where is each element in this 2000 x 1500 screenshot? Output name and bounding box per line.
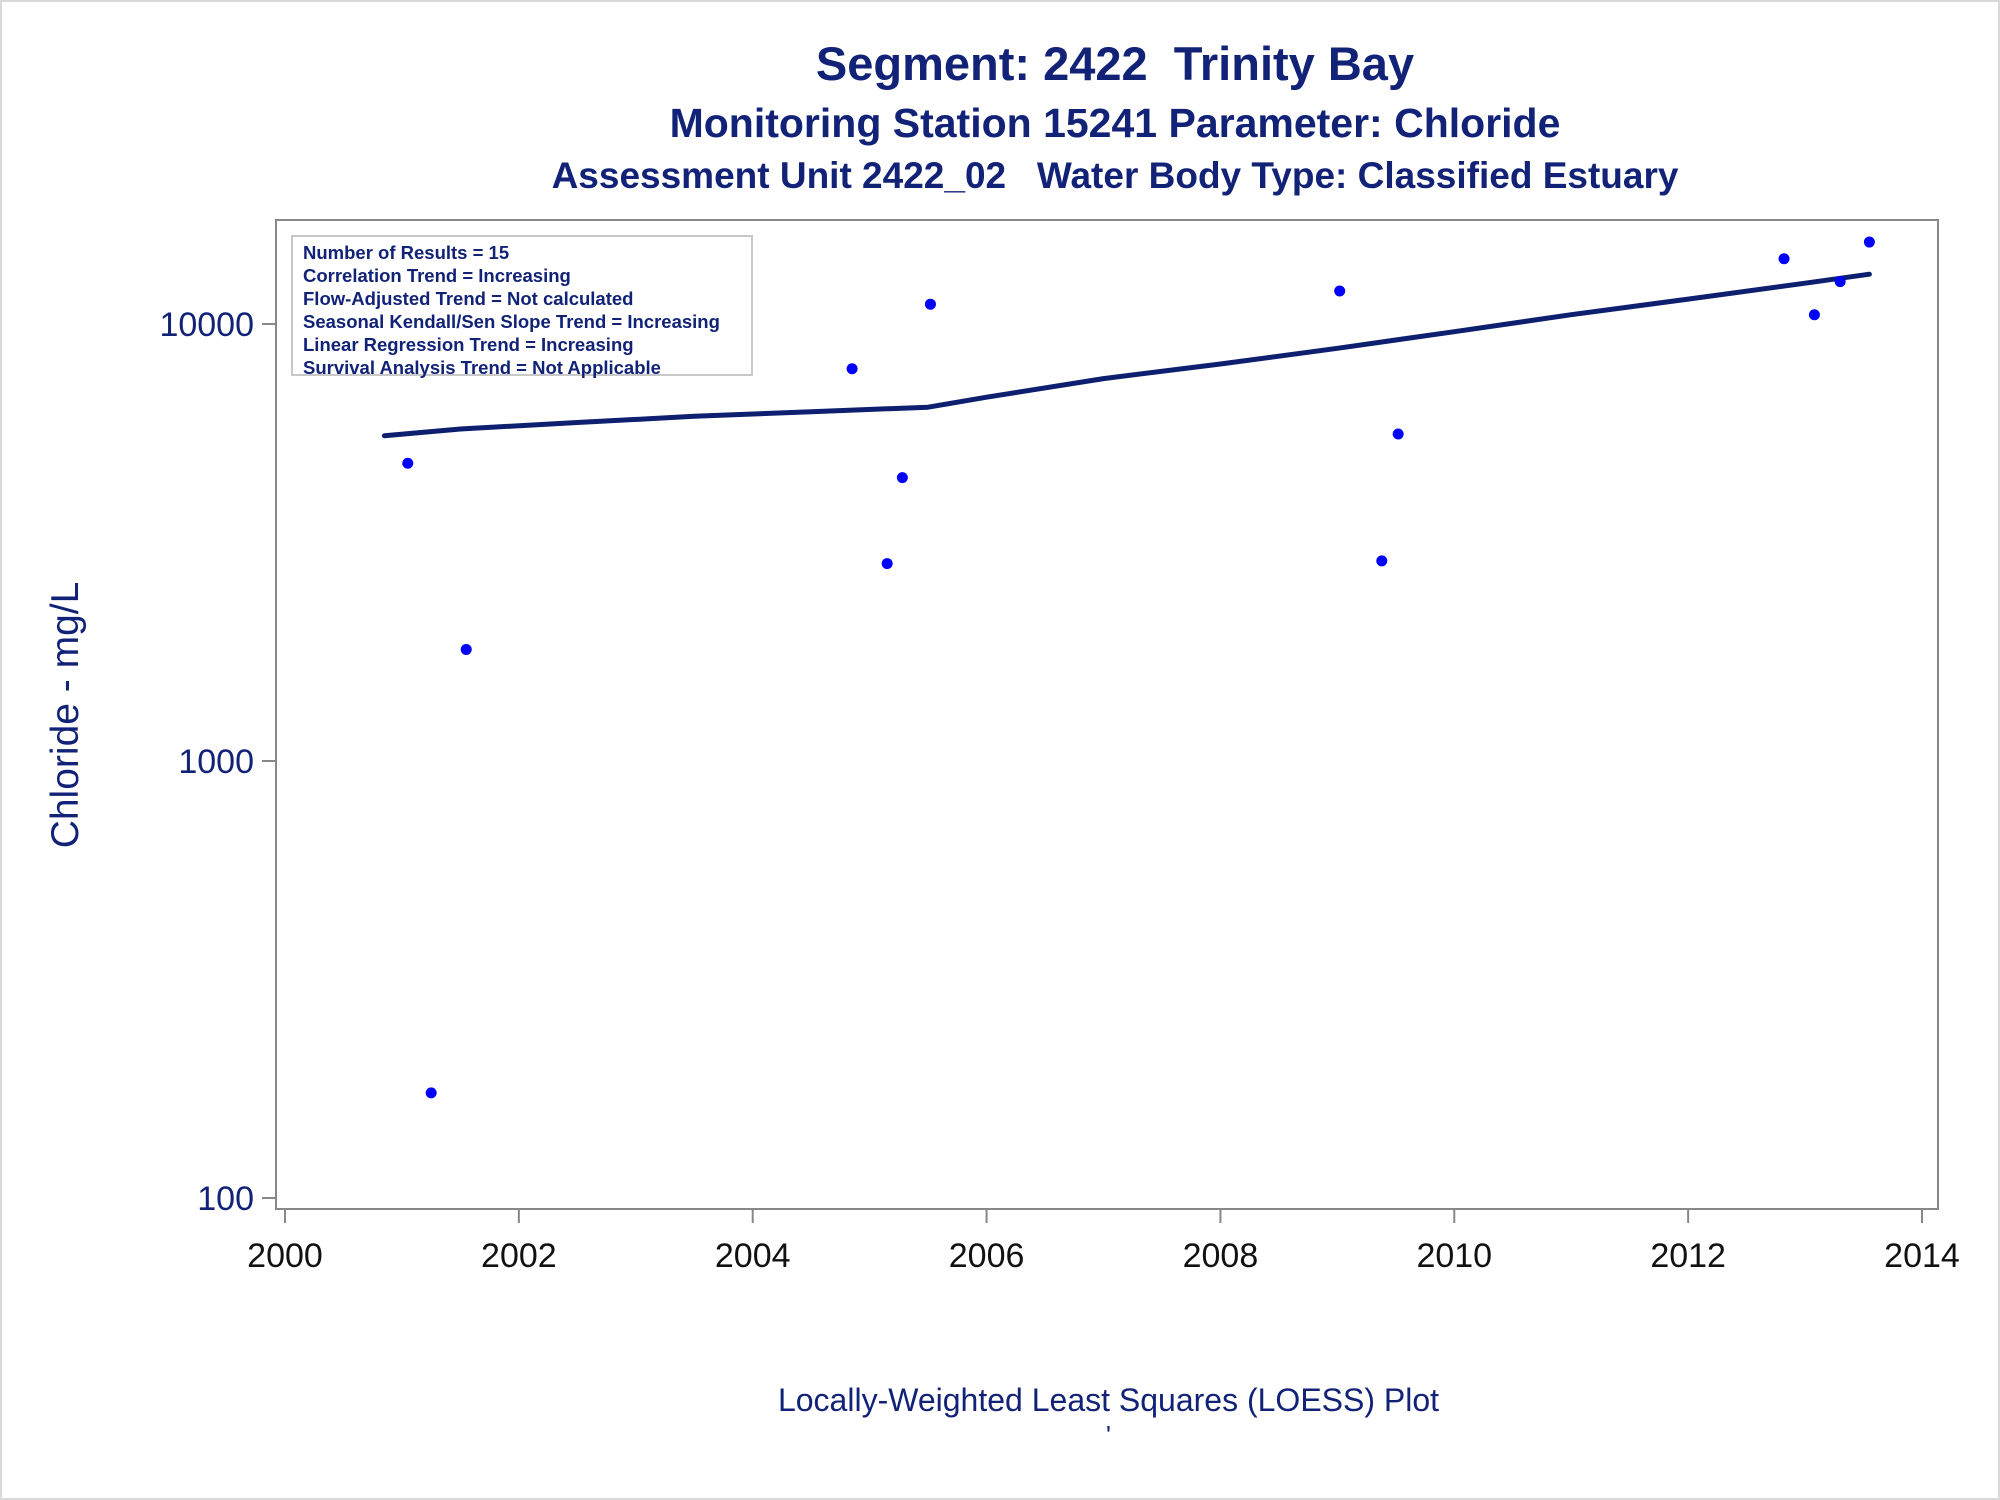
data-point — [1808, 309, 1820, 321]
chart-title: Segment: 2422 Trinity Bay — [815, 37, 1415, 90]
data-point — [846, 363, 858, 375]
footnote-mark: ' — [1106, 1420, 1111, 1450]
x-tick-label: 2012 — [1650, 1237, 1726, 1275]
data-point — [896, 472, 908, 484]
data-point — [402, 457, 414, 469]
chart-subtitle-station: Monitoring Station 15241 Parameter: Chlo… — [669, 100, 1561, 146]
data-point — [1392, 428, 1404, 440]
loess-trend-line — [381, 271, 1872, 439]
data-point — [425, 1087, 437, 1099]
stat-seasonal-kendall-trend: Seasonal Kendall/Sen Slope Trend = Incre… — [303, 311, 720, 332]
x-tick-label: 2002 — [481, 1237, 557, 1275]
y-tick-label: 100 — [197, 1180, 254, 1218]
chart-subtitle-assessment: Assessment Unit 2422_02 Water Body Type:… — [551, 155, 1679, 196]
data-point — [460, 643, 472, 655]
y-tick-label: 10000 — [159, 306, 254, 344]
x-tick-label: 2004 — [715, 1237, 791, 1275]
plot-area-border — [275, 219, 1939, 1210]
data-point — [1376, 555, 1388, 567]
footnote-plot-method: Locally-Weighted Least Squares (LOESS) P… — [777, 1382, 1440, 1418]
stat-number-of-results: Number of Results = 15 — [303, 242, 510, 263]
stat-flow-adjusted-trend: Flow-Adjusted Trend = Not calculated — [303, 288, 634, 309]
x-tick-label: 2010 — [1416, 1237, 1492, 1275]
data-point — [924, 298, 936, 310]
data-point — [1834, 276, 1846, 288]
x-tick-label: 2000 — [247, 1237, 323, 1275]
data-point — [1863, 236, 1875, 248]
data-point — [1778, 253, 1790, 265]
y-tick-label: 1000 — [178, 743, 254, 781]
statistics-legend-box: Number of Results = 15 Correlation Trend… — [291, 235, 753, 378]
stat-survival-analysis-trend: Survival Analysis Trend = Not Applicable — [303, 357, 661, 378]
x-tick-label: 2014 — [1884, 1237, 1960, 1275]
stat-linear-regression-trend: Linear Regression Trend = Increasing — [303, 334, 634, 355]
x-tick-label: 2006 — [949, 1237, 1025, 1275]
x-tick-label: 2008 — [1183, 1237, 1259, 1275]
stat-correlation-trend: Correlation Trend = Increasing — [303, 265, 571, 286]
y-axis-label: Chloride - mg/L — [44, 582, 87, 849]
data-point — [881, 558, 893, 570]
data-point — [1334, 285, 1346, 297]
